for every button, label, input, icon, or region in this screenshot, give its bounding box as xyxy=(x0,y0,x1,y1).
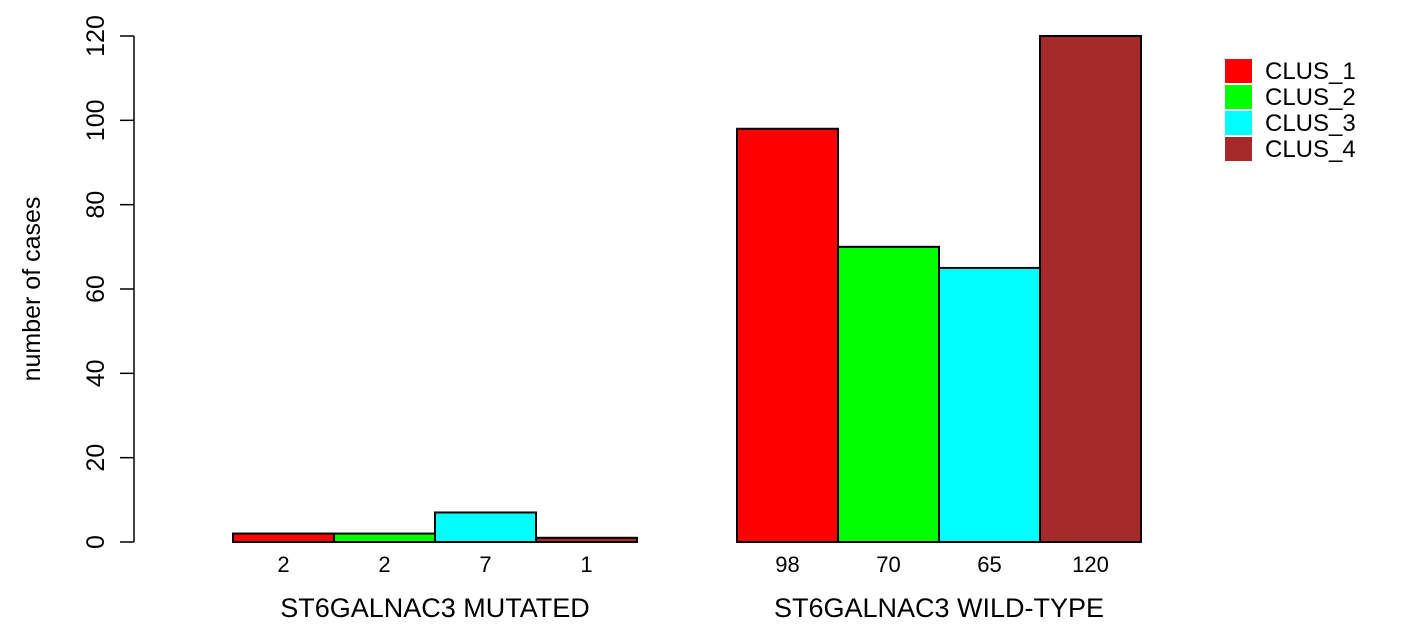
legend-label: CLUS_3 xyxy=(1265,110,1356,137)
y-tick-label: 80 xyxy=(82,191,110,219)
bar-clus-4 xyxy=(535,536,638,543)
bar-clus-2 xyxy=(333,532,436,543)
bar-clus-1 xyxy=(736,127,839,543)
y-tick-label: 120 xyxy=(82,15,110,57)
legend-swatch xyxy=(1225,59,1252,83)
bar-value-label: 98 xyxy=(775,552,799,577)
group-labels: ST6GALNAC3 MUTATED ST6GALNAC3 WILD-TYPE xyxy=(280,593,1104,623)
y-tick-label: 20 xyxy=(82,444,110,472)
bar-value-label: 1 xyxy=(580,552,592,577)
y-tick-label: 60 xyxy=(82,275,110,303)
bar-clus-1 xyxy=(232,532,335,543)
bar-value-label: 120 xyxy=(1072,552,1109,577)
y-tick-label: 100 xyxy=(82,99,110,141)
bar-value-label: 2 xyxy=(277,552,289,577)
group-label: ST6GALNAC3 WILD-TYPE xyxy=(774,593,1104,623)
legend-swatch xyxy=(1225,137,1252,161)
legend-swatch xyxy=(1225,111,1252,135)
bar-clus-2 xyxy=(837,245,940,543)
bar-clus-3 xyxy=(434,511,537,544)
bar-clus-3 xyxy=(938,266,1041,543)
y-axis: 0 20 40 60 80 100 120 xyxy=(82,15,135,549)
value-labels: 2 2 7 1 98 70 65 120 xyxy=(277,552,1108,577)
y-tick-label: 0 xyxy=(82,535,110,549)
bar-value-label: 2 xyxy=(378,552,390,577)
group-label: ST6GALNAC3 MUTATED xyxy=(280,593,590,623)
legend-swatch xyxy=(1225,85,1252,109)
y-tick-label: 40 xyxy=(82,359,110,387)
legend-label: CLUS_1 xyxy=(1265,58,1356,85)
bar-clus-4 xyxy=(1039,35,1142,543)
legend-label: CLUS_4 xyxy=(1265,136,1356,163)
bar-value-label: 7 xyxy=(479,552,491,577)
bars xyxy=(232,35,1142,544)
legend-label: CLUS_2 xyxy=(1265,84,1356,111)
bar-value-label: 70 xyxy=(876,552,900,577)
y-axis-label: number of cases xyxy=(18,197,46,382)
bar-value-label: 65 xyxy=(977,552,1001,577)
